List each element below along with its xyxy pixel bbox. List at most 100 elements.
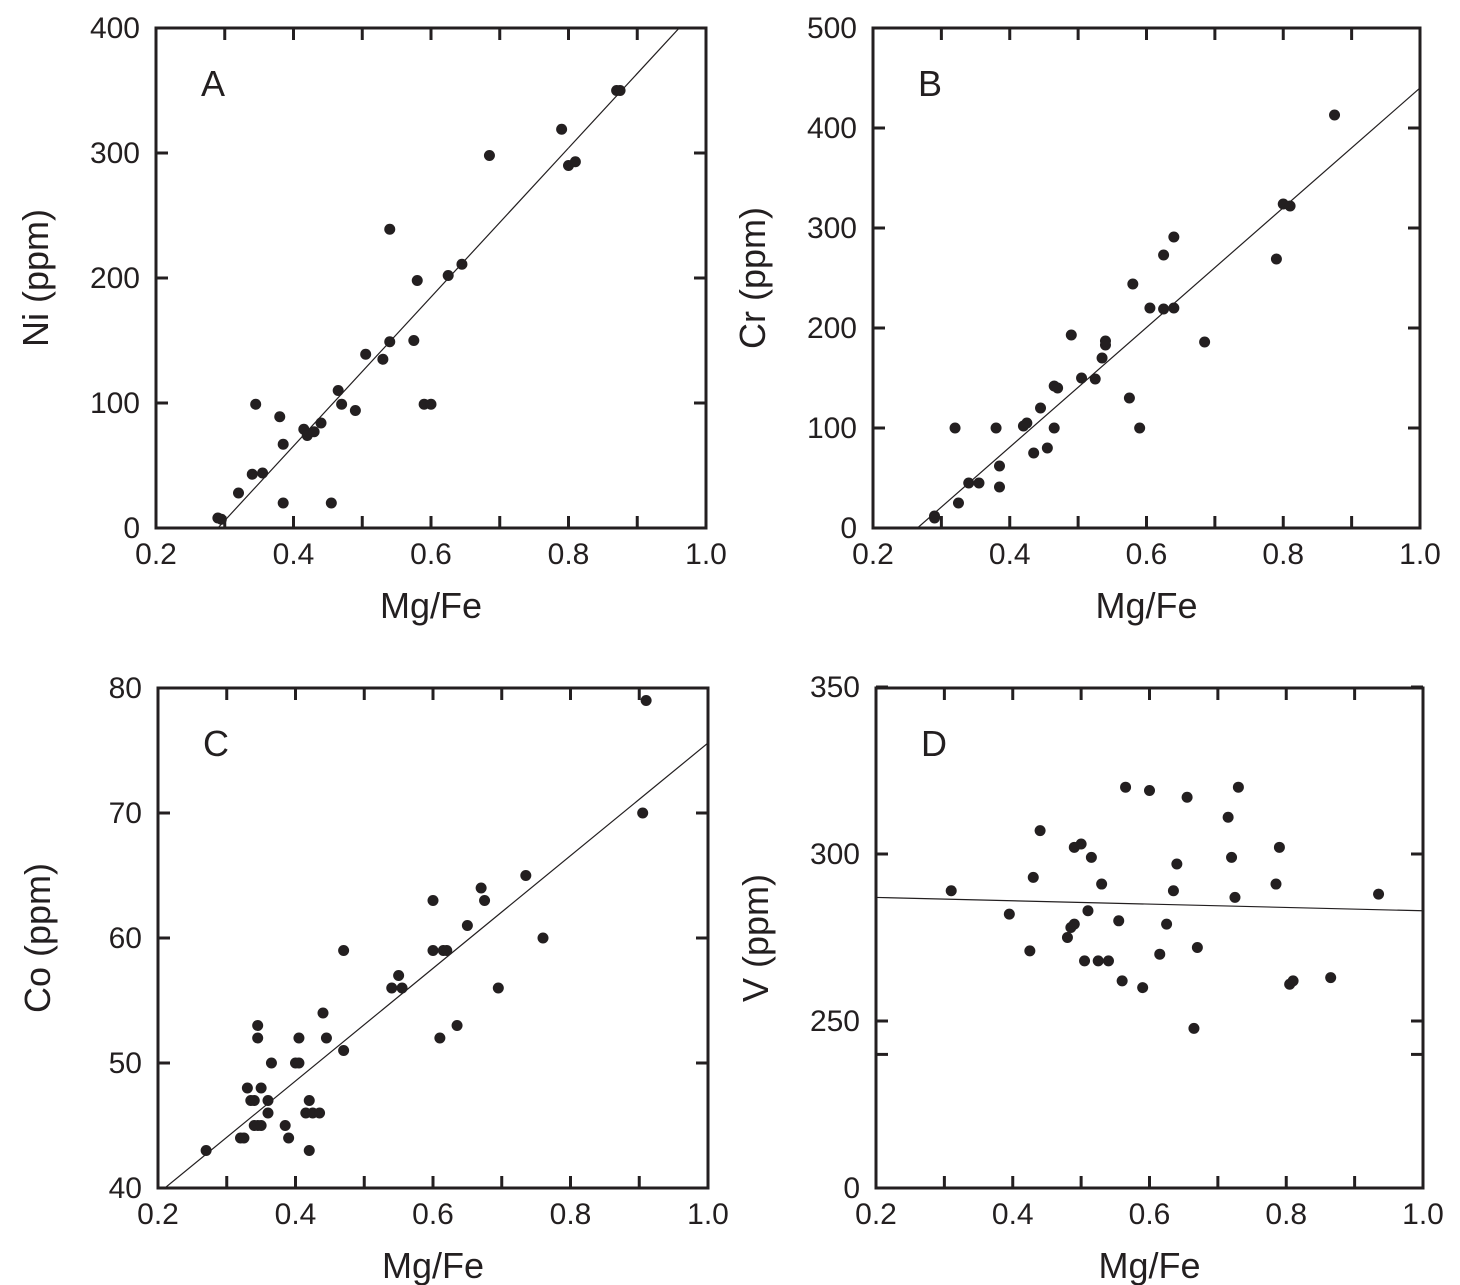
data-point [283, 1132, 295, 1144]
data-point [1229, 891, 1241, 903]
data-point [929, 512, 941, 524]
x-tick-label: 0.6 [1129, 1198, 1171, 1231]
panel-letter: D [921, 723, 947, 764]
x-tick-label: 0.6 [410, 538, 452, 571]
data-point [637, 807, 649, 819]
regression-line-extension [568, 28, 681, 149]
data-point [1325, 972, 1337, 984]
data-point [1065, 329, 1077, 341]
regression-line [164, 742, 708, 1188]
plot-frame [871, 26, 1422, 530]
x-tick-label: 0.4 [992, 1198, 1034, 1231]
data-point [1270, 253, 1282, 265]
x-tick-label: 0.2 [855, 1198, 897, 1231]
data-point [332, 385, 344, 396]
panel-letter: C [203, 723, 229, 764]
data-point [569, 156, 581, 168]
x-tick-label: 0.4 [275, 1198, 317, 1231]
data-point [241, 1082, 253, 1094]
x-tick-label: 0.6 [1126, 538, 1168, 571]
data-point [255, 1120, 267, 1131]
x-axis-label: Mg/Fe [380, 585, 482, 626]
y-tick-label: 50 [109, 1047, 142, 1080]
data-point [1171, 858, 1183, 870]
data-point [1096, 352, 1108, 364]
data-point [1035, 402, 1047, 414]
data-point [1116, 975, 1128, 987]
data-point [396, 982, 408, 994]
data-point [993, 481, 1005, 493]
data-point [336, 398, 348, 410]
data-point [520, 870, 532, 881]
data-point [215, 513, 227, 525]
data-point [1089, 373, 1101, 385]
x-tick-label: 0.4 [989, 538, 1031, 571]
y-tick-label: 400 [807, 112, 857, 145]
panel-d: 0.2 0.4 0.6 0.8 1.0 0 250 300 350 Mg/Fe V (ppm) D [735, 671, 1444, 1285]
data-point [262, 1107, 274, 1119]
data-point [262, 1095, 274, 1106]
data-point [1284, 200, 1296, 212]
y-tick-label: 100 [90, 387, 140, 420]
y-tick-label: 0 [843, 1172, 860, 1205]
data-point [1003, 908, 1015, 920]
y-tick-label: 500 [807, 12, 857, 45]
y-tick-label: 80 [109, 672, 142, 705]
data-point [1041, 442, 1053, 454]
data-point [279, 1120, 291, 1131]
data-point [475, 882, 487, 894]
data-point [1144, 302, 1156, 314]
data-point [973, 477, 985, 489]
data-point [640, 695, 652, 706]
data-point [451, 1020, 463, 1031]
data-point [1024, 945, 1036, 957]
y-tick-label: 300 [807, 212, 857, 245]
data-point [1222, 811, 1234, 823]
data-point [257, 467, 269, 479]
data-point [265, 1057, 277, 1069]
y-axis-label: Ni (ppm) [15, 209, 56, 347]
data-point [1123, 392, 1135, 404]
y-tick-label: 250 [810, 1005, 860, 1038]
plot-frame [874, 686, 1425, 1190]
data-point [963, 477, 975, 489]
plot-frame [154, 26, 708, 530]
x-tick-label: 0.6 [412, 1198, 454, 1231]
data-point [614, 85, 626, 96]
y-axis-label: Co (ppm) [17, 863, 58, 1013]
data-point [537, 932, 549, 944]
data-point [200, 1145, 212, 1156]
data-point [441, 945, 453, 956]
data-point [384, 223, 396, 235]
y-tick-label: 40 [109, 1172, 142, 1205]
data-point [1167, 885, 1179, 897]
data-point [1199, 336, 1211, 348]
data-point [1270, 878, 1282, 890]
x-tick-label: 1.0 [1402, 1198, 1444, 1231]
data-point [393, 970, 405, 981]
data-point [427, 895, 439, 906]
data-point [1127, 278, 1139, 290]
data-point [1085, 851, 1097, 863]
data-point [338, 945, 350, 956]
y-tick-label: 350 [810, 671, 860, 704]
data-point [1120, 781, 1132, 793]
data-point [483, 150, 495, 161]
data-point [274, 411, 286, 423]
panel-letter: A [201, 63, 225, 104]
data-point [1052, 382, 1064, 394]
data-point [248, 1095, 260, 1106]
y-tick-label: 0 [840, 512, 857, 545]
data-point [252, 1020, 264, 1031]
data-point [1028, 447, 1040, 459]
data-point [1048, 422, 1060, 434]
data-point [303, 1145, 315, 1156]
data-point [349, 405, 361, 416]
data-point [1181, 791, 1193, 803]
data-point [993, 460, 1005, 472]
panel-b: 0.2 0.4 0.6 0.8 1.0 0 100 200 300 400 500 Mg/Fe Cr (… [732, 12, 1441, 626]
data-point [1113, 915, 1125, 927]
data-point [320, 1032, 332, 1044]
data-point [384, 336, 396, 348]
data-point [1168, 302, 1180, 314]
